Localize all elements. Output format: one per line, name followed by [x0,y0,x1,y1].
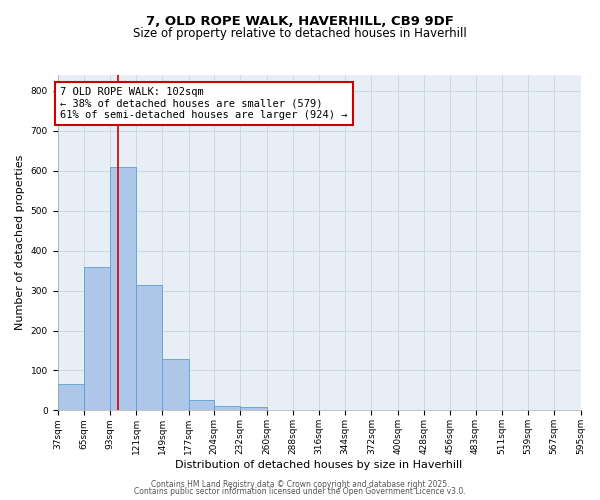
Bar [110,167,136,410]
Text: Contains HM Land Registry data © Crown copyright and database right 2025.: Contains HM Land Registry data © Crown c… [151,480,449,489]
Bar [240,407,266,410]
Bar [136,284,163,410]
Bar [214,406,240,410]
Text: 7, OLD ROPE WALK, HAVERHILL, CB9 9DF: 7, OLD ROPE WALK, HAVERHILL, CB9 9DF [146,15,454,28]
Y-axis label: Number of detached properties: Number of detached properties [15,155,25,330]
Text: 7 OLD ROPE WALK: 102sqm
← 38% of detached houses are smaller (579)
61% of semi-d: 7 OLD ROPE WALK: 102sqm ← 38% of detache… [61,87,348,120]
X-axis label: Distribution of detached houses by size in Haverhill: Distribution of detached houses by size … [175,460,463,470]
Text: Contains public sector information licensed under the Open Government Licence v3: Contains public sector information licen… [134,488,466,496]
Bar [163,358,189,410]
Bar [189,400,214,410]
Text: Size of property relative to detached houses in Haverhill: Size of property relative to detached ho… [133,28,467,40]
Bar [84,266,110,410]
Bar [58,384,84,410]
